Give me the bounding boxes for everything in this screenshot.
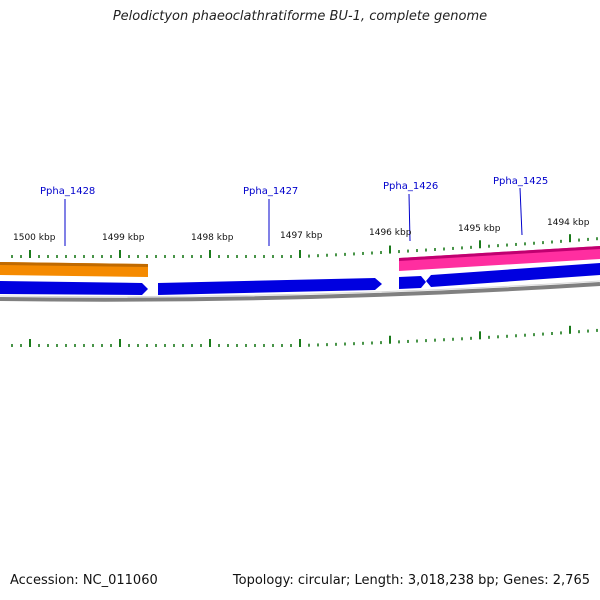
gene-ppha-1425-feature[interactable] <box>399 246 600 271</box>
gene-label-ppha-1425[interactable]: Ppha_1425 <box>493 176 548 187</box>
scale-label-1499: 1499 kbp <box>102 233 145 243</box>
scale-label-1494: 1494 kbp <box>547 218 590 228</box>
scale-ticks-inner <box>11 325 598 347</box>
scale-label-1497: 1497 kbp <box>280 231 323 241</box>
gene-ppha-1425-shadow <box>399 246 600 261</box>
gene-label-ppha-1426[interactable]: Ppha_1426 <box>383 181 438 192</box>
gene-ppha-1426-feature[interactable] <box>399 276 426 289</box>
gene-label-ppha-1427[interactable]: Ppha_1427 <box>243 186 298 197</box>
gene-ppha-1427-feature[interactable] <box>158 278 382 295</box>
gene-ppha-1428-shadow <box>0 262 148 267</box>
reverse-gene-arrow-right[interactable] <box>426 263 600 287</box>
scale-ticks-outer <box>11 234 598 258</box>
scale-label-1498: 1498 kbp <box>191 233 234 243</box>
scale-label-1495: 1495 kbp <box>458 224 501 234</box>
map-title: Pelodictyon phaeoclathratiforme BU-1, co… <box>112 9 488 24</box>
gene-label-ppha-1428[interactable]: Ppha_1428 <box>40 186 95 197</box>
genome-backbone <box>0 282 600 302</box>
scale-label-1500: 1500 kbp <box>13 233 56 243</box>
accession-label: Accession: NC_011060 <box>10 573 158 588</box>
genome-summary: Topology: circular; Length: 3,018,238 bp… <box>232 573 590 588</box>
scale-label-1496: 1496 kbp <box>369 228 412 238</box>
reverse-gene-arrow-left[interactable] <box>0 281 148 295</box>
